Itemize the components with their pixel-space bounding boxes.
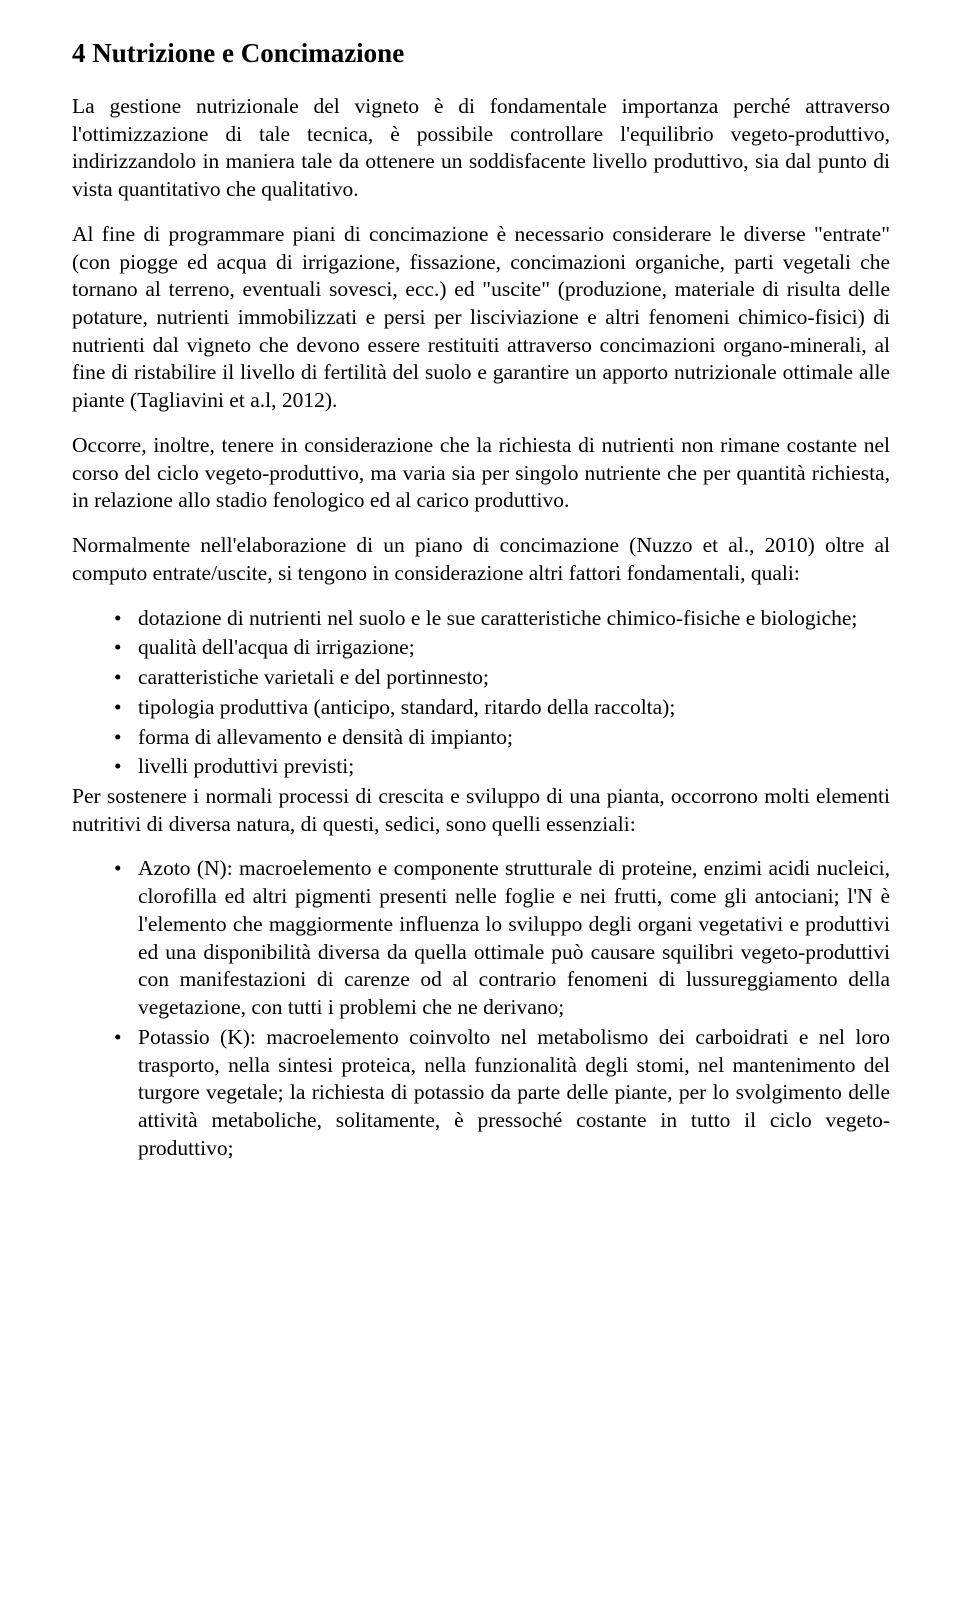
paragraph-2: Al fine di programmare piani di concimaz… (72, 221, 890, 415)
paragraph-5: Per sostenere i normali processi di cres… (72, 783, 890, 838)
list-item: livelli produttivi previsti; (114, 753, 890, 781)
bullet-list-2: Azoto (N): macroelemento e componente st… (72, 855, 890, 1162)
list-item: tipologia produttiva (anticipo, standard… (114, 694, 890, 722)
list-item: Potassio (K): macroelemento coinvolto ne… (114, 1024, 890, 1163)
paragraph-4: Normalmente nell'elaborazione di un pian… (72, 532, 890, 587)
list-item: caratteristiche varietali e del portinne… (114, 664, 890, 692)
document-page: 4 Nutrizione e Concimazione La gestione … (0, 0, 960, 1195)
paragraph-3: Occorre, inoltre, tenere in considerazio… (72, 432, 890, 515)
list-item: Azoto (N): macroelemento e componente st… (114, 855, 890, 1021)
list-item: qualità dell'acqua di irrigazione; (114, 634, 890, 662)
bullet-list-1: dotazione di nutrienti nel suolo e le su… (72, 605, 890, 781)
list-item: dotazione di nutrienti nel suolo e le su… (114, 605, 890, 633)
page-title: 4 Nutrizione e Concimazione (72, 36, 890, 71)
list-item: forma di allevamento e densità di impian… (114, 724, 890, 752)
paragraph-1: La gestione nutrizionale del vigneto è d… (72, 93, 890, 204)
